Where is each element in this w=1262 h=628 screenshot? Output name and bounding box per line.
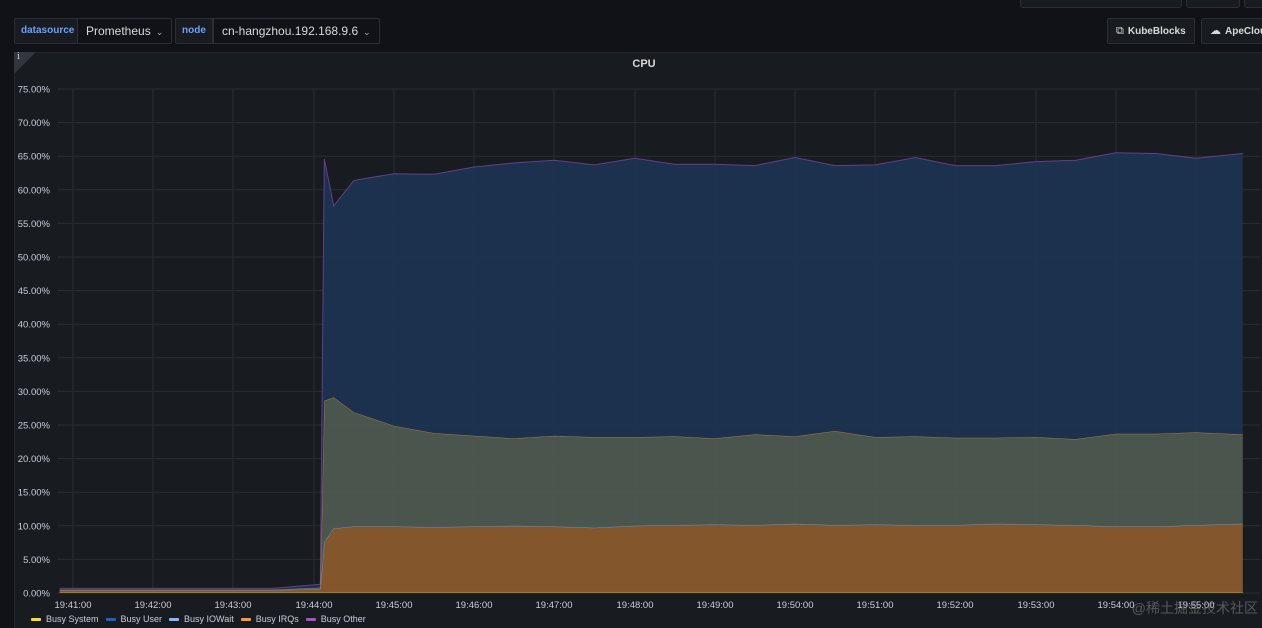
y-tick-label: 25.00% [18,421,51,432]
legend-swatch [31,618,41,622]
x-tick-label: 19:42:00 [135,600,172,611]
legend-swatch [240,618,251,622]
legend-item-busy-iowait[interactable]: Busy IOWait [169,614,234,624]
datasource-select-value: Prometheus [86,24,151,38]
cloud-icon: ☁ [1210,25,1221,37]
dashboard-link-label: ApeCloud [1225,26,1262,37]
x-tick-label: 19:51:00 [857,600,894,611]
y-tick-label: 75.00% [18,85,51,96]
x-tick-label: 19:54:00 [1098,600,1135,611]
x-tick-label: 19:46:00 [456,600,493,611]
legend-label: Busy System [46,614,99,624]
time-picker-button[interactable] [1020,0,1182,8]
x-tick-label: 19:48:00 [617,600,654,611]
view-mode-button[interactable] [1244,0,1262,8]
legend-item-busy-irqs[interactable]: Busy IRQs [240,614,299,624]
series-area-busy-irqs [59,397,1243,591]
legend-item-busy-other[interactable]: Busy Other [305,614,366,624]
y-tick-label: 20.00% [18,454,51,465]
dashboard-link-apecloud[interactable]: ☁ ApeCloud [1201,18,1262,44]
x-tick-label: 19:41:00 [55,600,92,611]
chevron-down-icon: ⌄ [363,27,371,37]
series-area-busy-user [59,523,1243,593]
legend-swatch [105,618,116,622]
top-toolbar-strip [0,0,1262,8]
y-tick-label: 50.00% [18,253,51,264]
legend-label: Busy Other [320,614,366,624]
x-tick-label: 19:47:00 [536,600,573,611]
variables-row: datasource Prometheus ⌄ node cn-hangzhou.… [0,14,1262,48]
watermark-text: @稀土掘金技术社区 [1132,600,1258,616]
refresh-button[interactable] [1186,0,1240,8]
series-area-busy-other [59,152,1243,590]
external-link-icon: ⧉ [1116,25,1124,37]
x-tick-label: 19:50:00 [777,600,814,611]
x-tick-label: 19:45:00 [376,600,413,611]
datasource-variable-label: datasource [14,18,82,44]
legend-item-busy-user[interactable]: Busy User [105,614,163,624]
y-tick-label: 60.00% [18,185,51,196]
y-tick-label: 30.00% [18,387,51,398]
x-tick-label: 19:43:00 [215,600,252,611]
legend-item-busy-system[interactable]: Busy System [31,614,99,624]
legend-swatch [305,618,316,622]
panel-title: CPU [632,58,656,70]
legend-label: Busy IRQs [255,614,299,624]
x-tick-label: 19:49:00 [697,600,734,611]
node-select[interactable]: cn-hangzhou.192.168.9.6 ⌄ [213,18,380,44]
y-tick-label: 65.00% [18,152,51,163]
node-select-value: cn-hangzhou.192.168.9.6 [222,24,359,38]
y-tick-label: 0.00% [23,589,50,600]
y-tick-label: 70.00% [18,118,51,129]
dashboard-link-label: KubeBlocks [1127,26,1186,37]
x-tick-label: 19:52:00 [937,600,974,611]
info-icon[interactable]: i [17,52,20,62]
y-tick-label: 55.00% [18,219,51,230]
legend-label: Busy IOWait [184,614,234,624]
series-line-busy-other [59,152,1243,589]
legend-swatch [169,618,180,622]
node-variable-label: node [175,18,213,44]
y-tick-label: 35.00% [18,353,51,364]
chart-legend: Busy System Busy User Busy IOWait Busy IRQs… [31,614,373,626]
x-tick-label: 19:55:00 [1178,600,1215,611]
y-tick-label: 10.00% [18,521,51,532]
x-tick-label: 19:53:00 [1018,600,1055,611]
x-tick-label: 19:44:00 [296,600,333,611]
dashboard-link-kubeblocks[interactable]: ⧉ KubeBlocks [1107,18,1195,44]
y-tick-label: 40.00% [18,320,51,331]
y-tick-label: 15.00% [18,488,51,499]
y-tick-label: 5.00% [23,555,50,566]
panel-info-corner[interactable] [14,52,36,74]
y-tick-label: 45.00% [18,286,51,297]
datasource-select[interactable]: Prometheus ⌄ [77,18,173,44]
legend-label: Busy User [120,614,163,624]
chevron-down-icon: ⌄ [155,27,164,37]
